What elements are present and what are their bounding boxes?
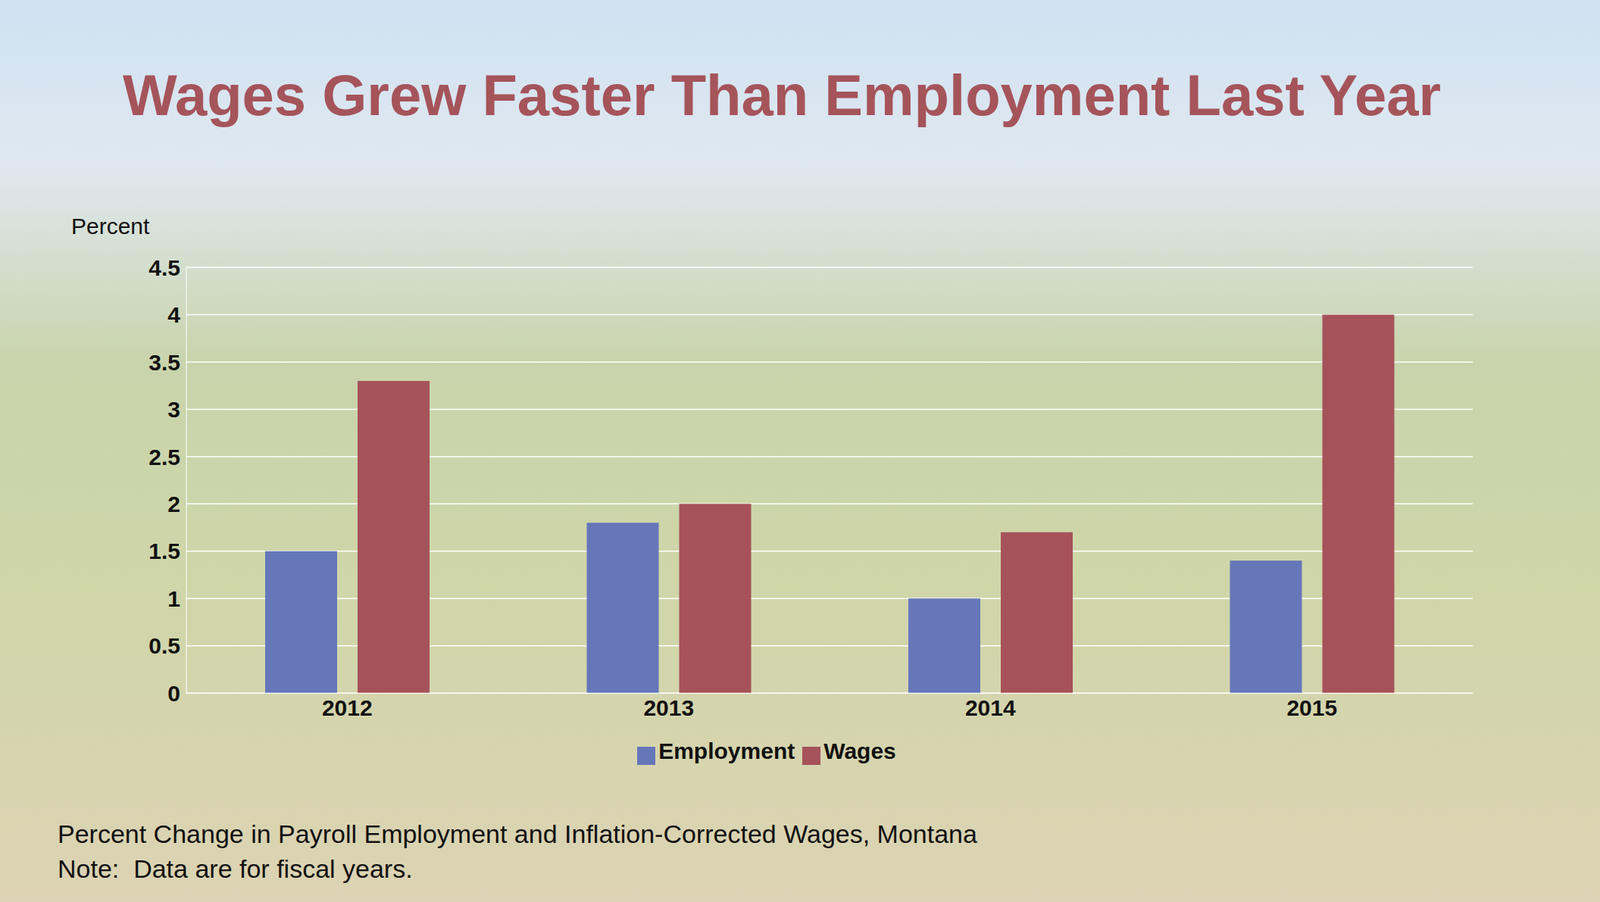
svg-text:0.5: 0.5 <box>148 633 181 659</box>
html-text:Wages Grew Faster Than Employm: Wages Grew Faster Than Employment Last Y… <box>122 62 1441 128</box>
svg-text:3.5: 3.5 <box>148 350 181 375</box>
html-text:Percent Change in Payroll Empl: Percent Change in Payroll Employment and… <box>57 819 978 849</box>
svg-text:2.5: 2.5 <box>148 444 181 470</box>
svg-text:0: 0 <box>167 681 181 707</box>
svg-text:2014: 2014 <box>965 695 1016 721</box>
html-text:Percent: Percent <box>71 213 150 239</box>
html-text:Employment: Employment <box>658 738 795 764</box>
svg-text:1.5: 1.5 <box>148 538 181 564</box>
svg-text:4.5: 4.5 <box>148 255 181 281</box>
html-text:Note: Data are for fiscal year: Note: Data are for fiscal years. <box>57 854 413 884</box>
svg-text:1: 1 <box>167 586 181 612</box>
svg-text:2: 2 <box>167 491 181 517</box>
svg-text:2013: 2013 <box>643 695 694 721</box>
svg-text:3: 3 <box>167 396 181 422</box>
svg-text:2012: 2012 <box>321 695 373 721</box>
svg-text:2015: 2015 <box>1286 695 1338 721</box>
html-text:Wages: Wages <box>823 738 897 764</box>
svg-text:4: 4 <box>167 302 181 328</box>
